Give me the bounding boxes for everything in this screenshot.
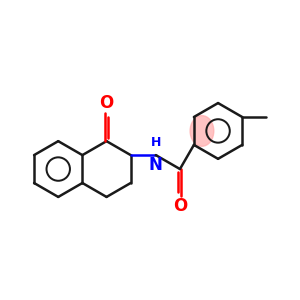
- Ellipse shape: [190, 116, 214, 146]
- Text: H: H: [151, 136, 161, 149]
- Text: O: O: [173, 197, 187, 215]
- Text: O: O: [99, 94, 114, 112]
- Text: N: N: [149, 157, 163, 175]
